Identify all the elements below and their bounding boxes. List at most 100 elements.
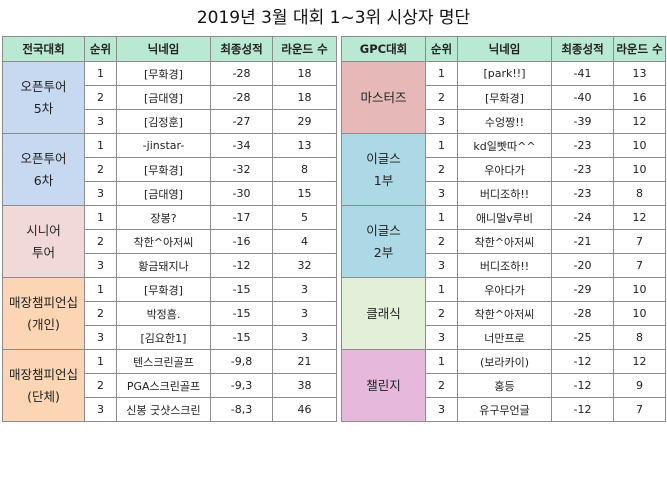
column-separator <box>336 109 342 134</box>
event-name-line: 2부 <box>373 244 394 260</box>
table-row: 3 [김정훈] -27 29 3 수엉짱!! -39 12 <box>3 109 666 134</box>
table-row: 2 박정흠. -15 3 2 착한^아저씨 -28 10 <box>3 301 666 326</box>
right-score-cell: -25 <box>551 325 614 350</box>
left-score-cell: -8,3 <box>210 397 273 422</box>
column-separator <box>336 229 342 254</box>
event-name-line: (단체) <box>27 388 60 404</box>
right-nickname-cell: 우아다가 <box>457 277 552 302</box>
table-row: 2 [무화경] -32 8 2 우아다가 -23 10 <box>3 157 666 182</box>
header-left-score: 최종성적 <box>210 36 273 62</box>
left-score-cell: -9,3 <box>210 373 273 398</box>
column-separator <box>336 397 342 422</box>
right-nickname-cell: 홍등 <box>457 373 552 398</box>
left-rank-cell: 1 <box>84 133 117 158</box>
left-score-cell: -12 <box>210 253 273 278</box>
right-score-cell: -23 <box>551 157 614 182</box>
right-rank-cell: 1 <box>425 205 458 230</box>
right-score-cell: -20 <box>551 253 614 278</box>
header-right-score: 최종성적 <box>551 36 614 62</box>
left-nickname-cell: [금대영] <box>116 181 211 206</box>
right-event-name: 마스터즈 <box>341 61 426 134</box>
right-rounds-cell: 12 <box>613 205 666 230</box>
event-name-line: 매장챔피언십 <box>8 366 78 382</box>
right-nickname-cell: 버디조하!! <box>457 253 552 278</box>
left-rank-cell: 2 <box>84 157 117 182</box>
left-score-cell: -28 <box>210 61 273 86</box>
table-row: 오픈투어 5차 1 [무화경] -28 18 마스터즈 1 [park!!] -41 13 <box>2 61 666 134</box>
right-rank-cell: 1 <box>425 277 458 302</box>
left-event-name: 매장챔피언십 (개인) <box>2 277 85 350</box>
header-left-nickname: 닉네임 <box>116 36 211 62</box>
right-rounds-cell: 16 <box>613 85 666 110</box>
header-left-rounds: 라운드 수 <box>272 36 337 62</box>
left-rounds-cell: 3 <box>272 325 337 350</box>
event-name-line: 시니어 <box>26 222 61 238</box>
left-rounds-cell: 32 <box>272 253 337 278</box>
table-row: 3 [김요한1] -15 3 3 너만프로 -25 8 <box>3 325 666 350</box>
right-score-cell: -12 <box>551 349 614 374</box>
left-nickname-cell: [김정훈] <box>116 109 211 134</box>
right-score-cell: -21 <box>551 229 614 254</box>
right-rank-cell: 3 <box>425 253 458 278</box>
right-nickname-cell: [무화경] <box>457 85 552 110</box>
left-score-cell: -17 <box>210 205 273 230</box>
left-rank-cell: 3 <box>84 181 117 206</box>
table-row: 오픈투어 6차 1 -jinstar- -34 13 이글스 1부 1 kd일빳따^^ -23 10 <box>2 133 666 206</box>
right-rounds-cell: 9 <box>613 373 666 398</box>
left-rounds-cell: 4 <box>272 229 337 254</box>
awards-table: 전국대회 순위 닉네임 최종성적 라운드 수 GPC대회 순위 닉네임 최종성적… <box>2 36 666 422</box>
right-rounds-cell: 12 <box>613 109 666 134</box>
header-right-event: GPC대회 <box>341 36 426 62</box>
right-rounds-cell: 7 <box>613 397 666 422</box>
right-score-cell: -39 <box>551 109 614 134</box>
left-rank-cell: 1 <box>84 349 117 374</box>
left-rank-cell: 3 <box>84 109 117 134</box>
table-row: 2 [금대영] -28 18 2 [무화경] -40 16 <box>3 85 666 110</box>
left-rank-cell: 3 <box>84 253 117 278</box>
left-rank-cell: 2 <box>84 229 117 254</box>
left-rank-cell: 2 <box>84 85 117 110</box>
table-row: 2 착한^아저씨 -16 4 2 착한^아저씨 -21 7 <box>3 229 666 254</box>
event-name-line: 1부 <box>373 172 394 188</box>
right-event-name: 챌린지 <box>341 349 426 422</box>
right-nickname-cell: 버디조하!! <box>457 181 552 206</box>
left-score-cell: -27 <box>210 109 273 134</box>
left-score-cell: -32 <box>210 157 273 182</box>
left-event-name: 오픈투어 6차 <box>2 133 85 206</box>
column-separator <box>336 373 342 398</box>
right-score-cell: -23 <box>551 133 614 158</box>
left-rank-cell: 1 <box>84 61 117 86</box>
right-rank-cell: 1 <box>425 349 458 374</box>
right-rank-cell: 2 <box>425 157 458 182</box>
left-score-cell: -9,8 <box>210 349 273 374</box>
left-score-cell: -16 <box>210 229 273 254</box>
right-event-name: 클래식 <box>341 277 426 350</box>
right-score-cell: -12 <box>551 397 614 422</box>
header-right-rounds: 라운드 수 <box>613 36 666 62</box>
right-rank-cell: 3 <box>425 397 458 422</box>
right-rank-cell: 3 <box>425 325 458 350</box>
event-name-line: 투어 <box>31 244 55 260</box>
header-row: 전국대회 순위 닉네임 최종성적 라운드 수 GPC대회 순위 닉네임 최종성적… <box>2 36 666 62</box>
table-row: 매장챔피언십 (개인) 1 [무화경] -15 3 클래식 1 우아다가 -29 10 <box>2 277 666 350</box>
left-rank-cell: 1 <box>84 277 117 302</box>
header-right-rank: 순위 <box>425 36 458 62</box>
left-score-cell: -34 <box>210 133 273 158</box>
event-name-line: 이글스 <box>366 222 401 238</box>
right-rounds-cell: 10 <box>613 277 666 302</box>
left-rounds-cell: 5 <box>272 205 337 230</box>
page-title: 2019년 3월 대회 1~3위 시상자 명단 <box>196 8 471 28</box>
table-row: 2 PGA스크린골프 -9,3 38 2 홍등 -12 9 <box>3 373 666 398</box>
left-nickname-cell: 장봉? <box>116 205 211 230</box>
left-rank-cell: 2 <box>84 373 117 398</box>
right-rounds-cell: 8 <box>613 325 666 350</box>
left-nickname-cell: PGA스크린골프 <box>116 373 211 398</box>
right-rounds-cell: 10 <box>613 301 666 326</box>
right-nickname-cell: kd일빳따^^ <box>457 133 552 158</box>
header-left-rank: 순위 <box>84 36 117 62</box>
left-nickname-cell: [김요한1] <box>116 325 211 350</box>
left-rounds-cell: 3 <box>272 277 337 302</box>
left-rounds-cell: 21 <box>272 349 337 374</box>
left-nickname-cell: 신봉 굿샷스크린 <box>116 397 211 422</box>
header-right-nickname: 닉네임 <box>457 36 552 62</box>
